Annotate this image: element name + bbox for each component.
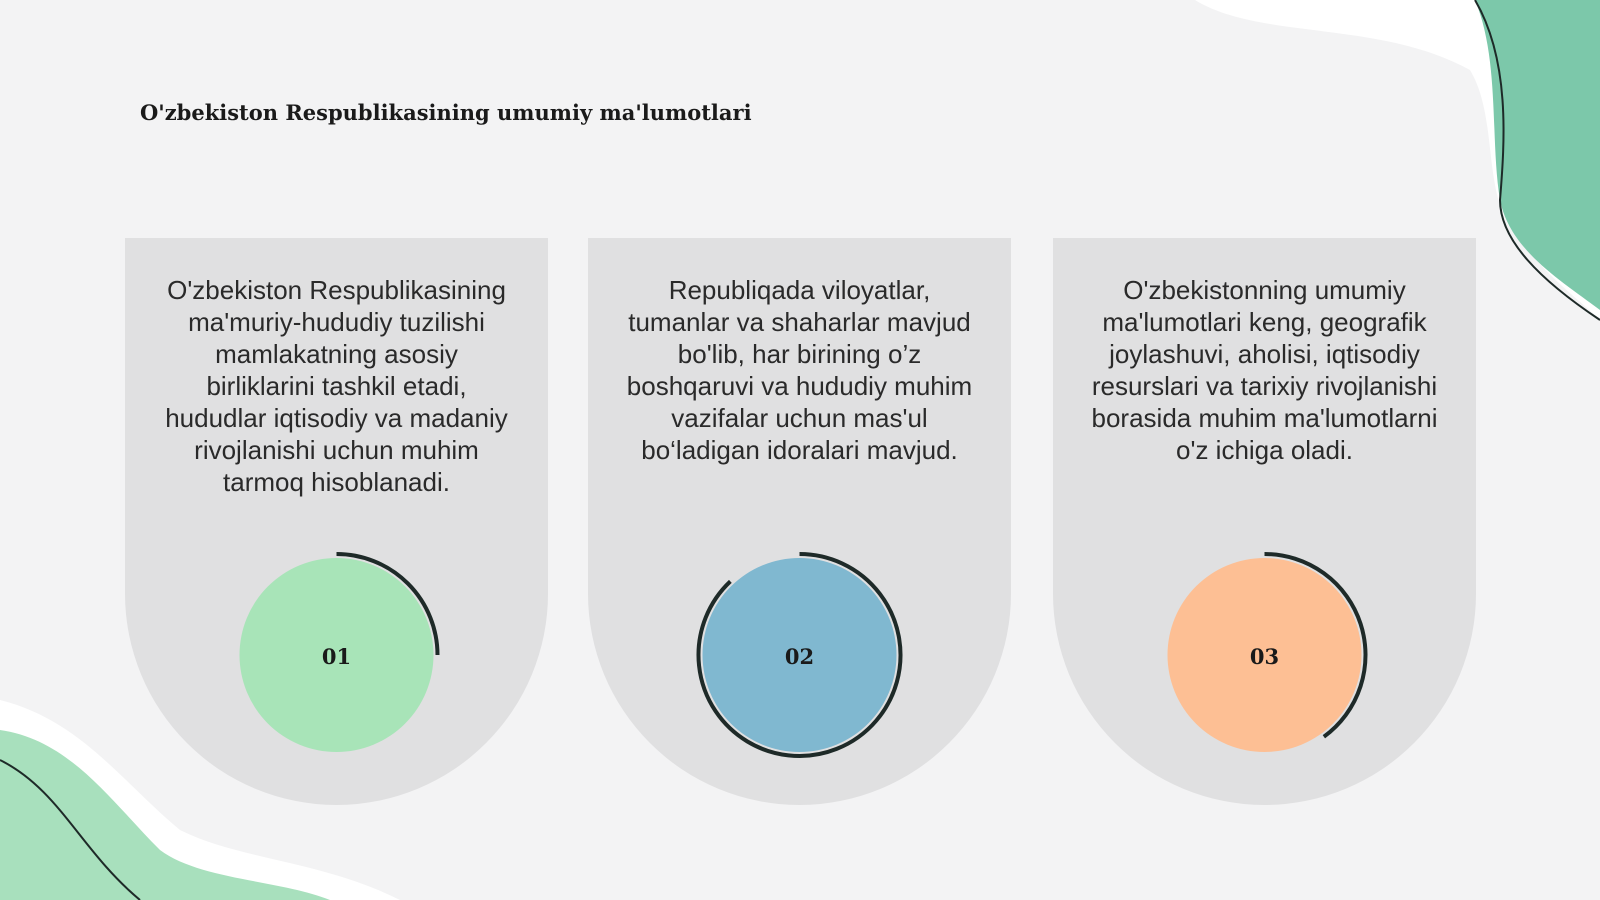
number: 01: [321, 644, 352, 669]
progress-arc: [696, 552, 903, 758]
circle: [239, 558, 434, 752]
number: 02: [784, 644, 815, 669]
progress-ring: [239, 552, 440, 752]
card: Republiqada viloyatlar, tumanlar va shah…: [588, 238, 1011, 805]
circle: [1167, 558, 1362, 752]
card-text: Republiqada viloyatlar, tumanlar va shah…: [626, 275, 973, 465]
progress-arc: [1264, 552, 1368, 739]
card: O'zbekiston Respublikasining ma'muriy-hu…: [125, 238, 548, 805]
card: O'zbekistonning umumiy ma'lumotlari keng…: [1053, 238, 1476, 805]
progress-arc: [336, 552, 440, 656]
card-text: O'zbekiston Respublikasining ma'muriy-hu…: [165, 275, 508, 497]
card-text: O'zbekistonning umumiy ma'lumotlari keng…: [1091, 275, 1438, 465]
circle: [702, 558, 897, 752]
title: O'zbekiston Respublikasining umumiy ma'l…: [140, 100, 752, 125]
progress-ring: [696, 552, 903, 758]
progress-ring: [1167, 552, 1368, 752]
number: 03: [1249, 644, 1280, 669]
